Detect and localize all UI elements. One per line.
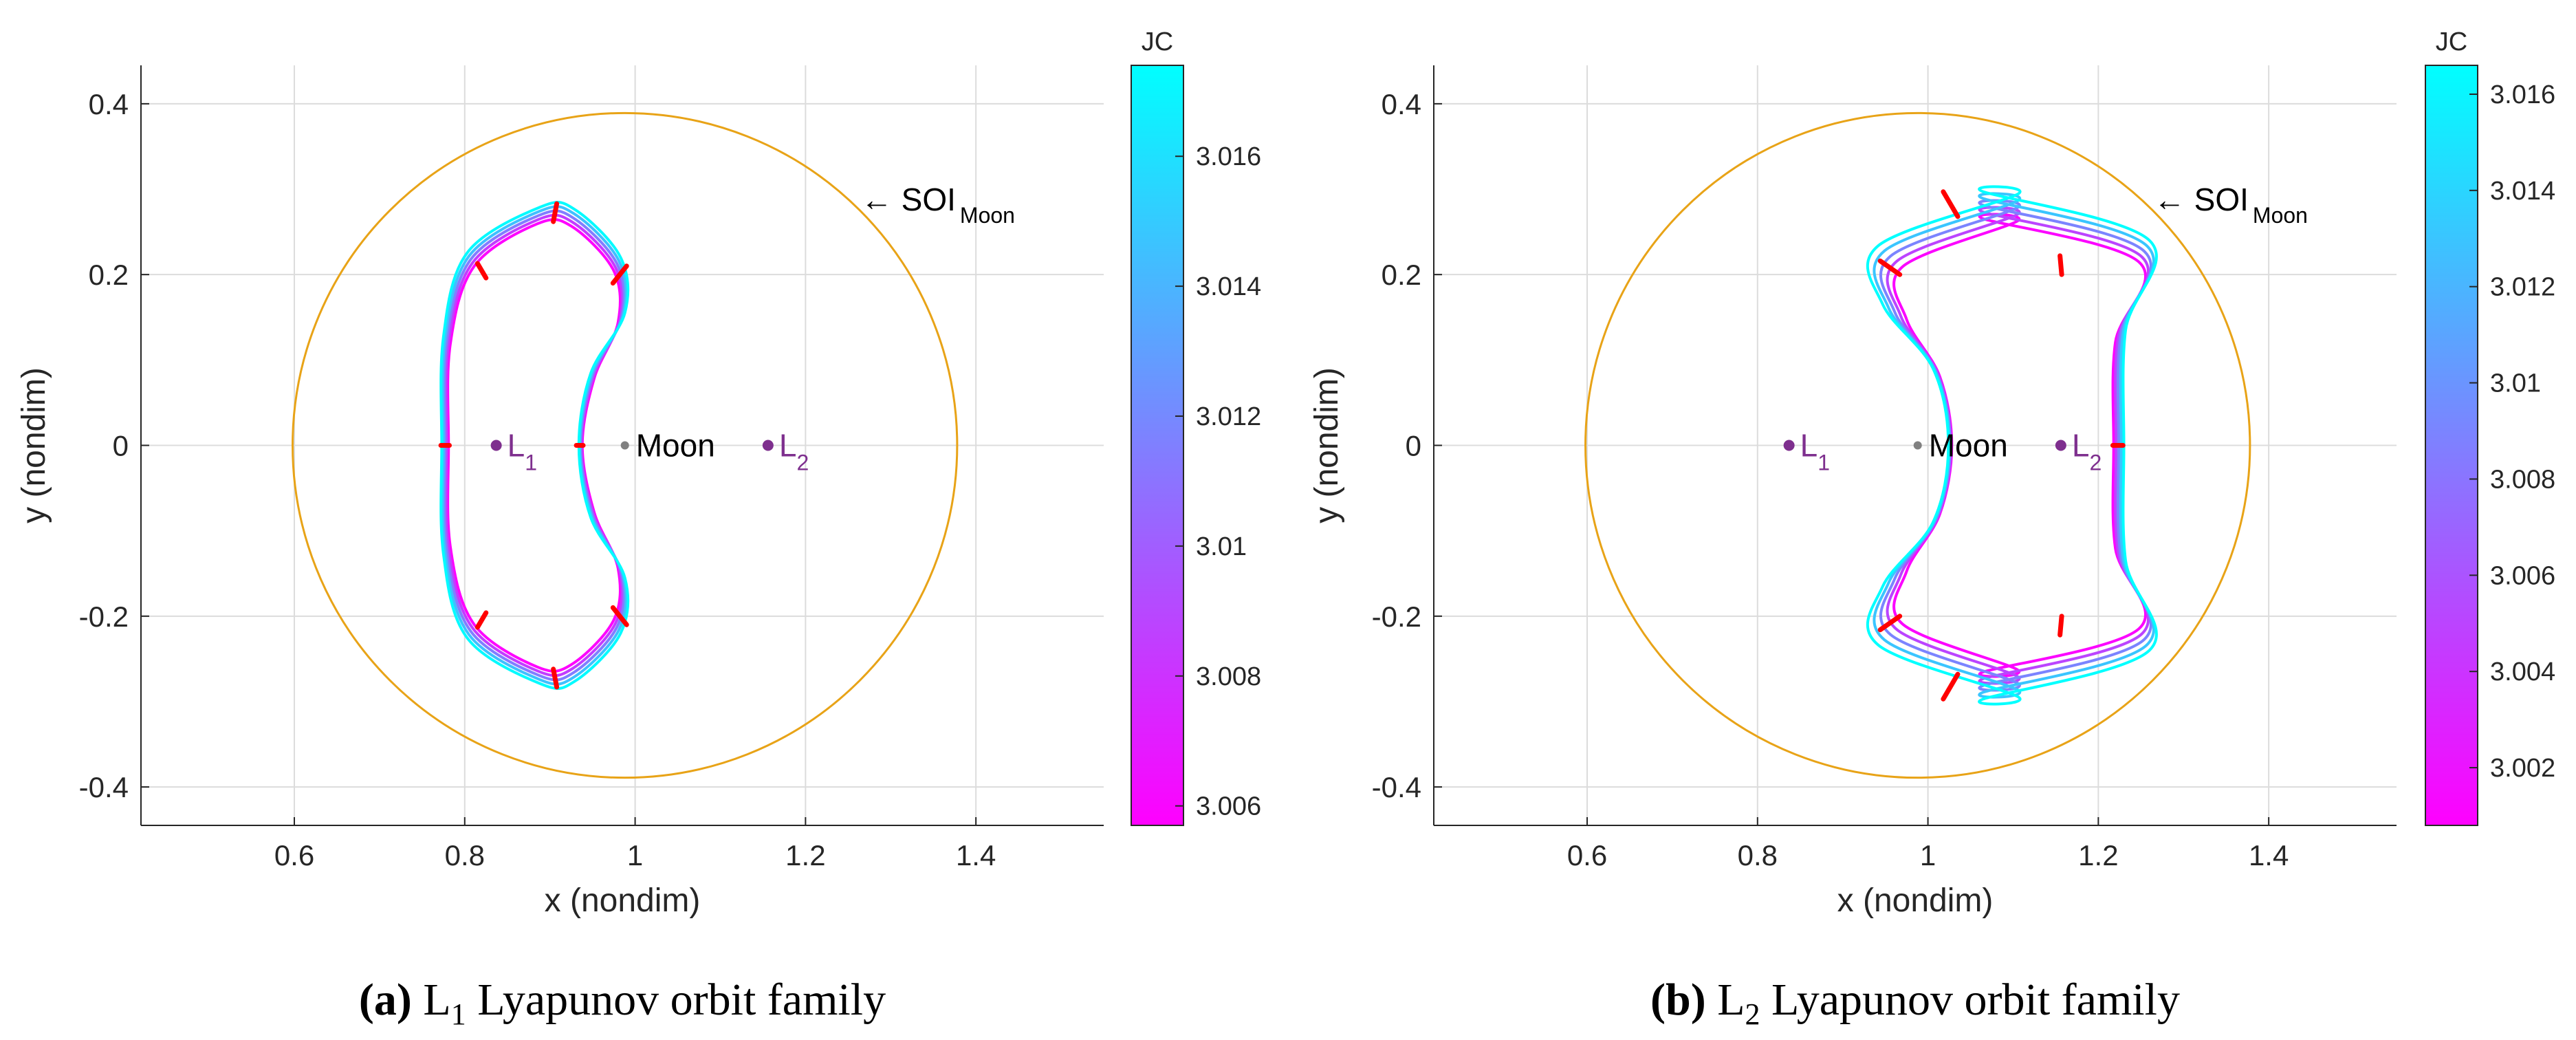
colorbar-tick-label: 3.002 bbox=[2490, 754, 2555, 783]
lagrange-label-sub: 1 bbox=[525, 451, 537, 475]
plot-content bbox=[292, 111, 959, 779]
moon-label: Moon bbox=[1929, 428, 2008, 464]
x-axis-label: x (nondim) bbox=[545, 882, 701, 919]
colorbar-title: JC bbox=[2436, 28, 2467, 56]
x-tick-label: 1 bbox=[627, 839, 643, 871]
caption-rest: Lyapunov orbit family bbox=[1760, 975, 2180, 1025]
x-tick-label: 1.4 bbox=[956, 839, 996, 871]
x-tick-label: 0.8 bbox=[1738, 839, 1778, 871]
x-tick-label: 1.2 bbox=[785, 839, 825, 871]
patch-point-marker bbox=[474, 261, 489, 281]
patch-point-marker bbox=[610, 605, 629, 627]
colorbar-tick-label: 3.012 bbox=[1196, 402, 1261, 431]
caption-rest: Lyapunov orbit family bbox=[466, 975, 886, 1025]
lagrange-label-sub: 1 bbox=[1818, 451, 1830, 475]
lagrange-label-sub: 2 bbox=[2089, 451, 2102, 475]
soi-circle bbox=[1584, 111, 2251, 779]
y-tick-label: 0.2 bbox=[1382, 259, 1421, 291]
moon-point bbox=[1913, 441, 1922, 450]
x-tick-label: 1.4 bbox=[2249, 839, 2289, 871]
orbit-line bbox=[1866, 185, 2158, 706]
y-tick-label: 0 bbox=[113, 430, 129, 462]
x-tick-label: 1.2 bbox=[2078, 839, 2118, 871]
y-tick-label: 0.4 bbox=[89, 88, 129, 120]
colorbar-title: JC bbox=[1142, 28, 1173, 56]
panel-caption: (b) L2 Lyapunov orbit family bbox=[1650, 975, 2180, 1031]
caption-sub: 1 bbox=[451, 997, 466, 1031]
y-tick-label: -0.4 bbox=[79, 771, 129, 803]
caption-l: L bbox=[1717, 975, 1745, 1025]
y-tick-label: 0.4 bbox=[1382, 88, 1421, 120]
colorbar-tick-label: 3.01 bbox=[1196, 532, 1247, 561]
y-tick-label: -0.2 bbox=[79, 600, 129, 633]
colorbar-tick-label: 3.014 bbox=[1196, 272, 1261, 301]
soi-label-sub: Moon bbox=[960, 203, 1015, 228]
patch-point-marker bbox=[2057, 253, 2064, 277]
colorbar-tick-label: 3.016 bbox=[1196, 142, 1261, 171]
colorbar-tick-label: 3.008 bbox=[2490, 465, 2555, 494]
soi-label-sub: Moon bbox=[2253, 203, 2308, 228]
x-tick-label: 1 bbox=[1920, 839, 1936, 871]
patch-point-marker bbox=[2057, 614, 2064, 638]
caption-sub: 2 bbox=[1745, 997, 1760, 1031]
x-tick-label: 0.8 bbox=[445, 839, 485, 871]
colorbar-tick-label: 3.008 bbox=[1196, 662, 1261, 691]
colorbar-tick-label: 3.004 bbox=[2490, 658, 2555, 686]
lagrange-point bbox=[762, 440, 774, 451]
plot-content bbox=[1584, 111, 2251, 779]
y-axis-label: y (nondim) bbox=[16, 367, 52, 523]
colorbar-tick-label: 3.006 bbox=[2490, 561, 2555, 590]
x-axis-label: x (nondim) bbox=[1837, 882, 1994, 919]
patch-point-marker bbox=[1877, 258, 1903, 277]
y-tick-label: -0.4 bbox=[1372, 771, 1421, 803]
patch-point-marker bbox=[1941, 671, 1961, 702]
patch-point-marker bbox=[474, 610, 489, 630]
patch-point-marker bbox=[610, 263, 629, 286]
moon-label: Moon bbox=[636, 428, 715, 464]
patch-point-marker bbox=[551, 201, 560, 224]
caption-l: L bbox=[423, 975, 450, 1025]
lagrange-point bbox=[1783, 440, 1795, 451]
lagrange-point bbox=[490, 440, 502, 451]
colorbar-tick-label: 3.012 bbox=[2490, 273, 2555, 302]
lagrange-point bbox=[2055, 440, 2066, 451]
patch-point-marker bbox=[1941, 189, 1961, 219]
panel-caption: (a) L1 Lyapunov orbit family bbox=[359, 975, 886, 1031]
moon-point bbox=[620, 441, 629, 450]
lagrange-label-sub: 2 bbox=[796, 451, 809, 475]
y-tick-label: -0.2 bbox=[1372, 600, 1421, 633]
colorbar-tick-label: 3.014 bbox=[2490, 177, 2555, 206]
x-tick-label: 0.6 bbox=[1567, 839, 1607, 871]
y-tick-label: 0.2 bbox=[89, 259, 129, 291]
colorbar bbox=[2425, 65, 2478, 826]
colorbar-tick-label: 3.016 bbox=[2490, 80, 2555, 109]
colorbar-tick-label: 3.01 bbox=[2490, 369, 2541, 398]
colorbar bbox=[1131, 65, 1184, 826]
y-tick-label: 0 bbox=[1406, 430, 1421, 462]
colorbar-tick-label: 3.006 bbox=[1196, 792, 1261, 821]
patch-point-marker bbox=[551, 667, 560, 690]
y-axis-label: y (nondim) bbox=[1309, 367, 1345, 523]
x-tick-label: 0.6 bbox=[274, 839, 314, 871]
caption-label: (b) bbox=[1650, 975, 1717, 1025]
patch-point-marker bbox=[1877, 614, 1903, 633]
caption-label: (a) bbox=[359, 975, 423, 1025]
soi-circle bbox=[292, 111, 959, 779]
